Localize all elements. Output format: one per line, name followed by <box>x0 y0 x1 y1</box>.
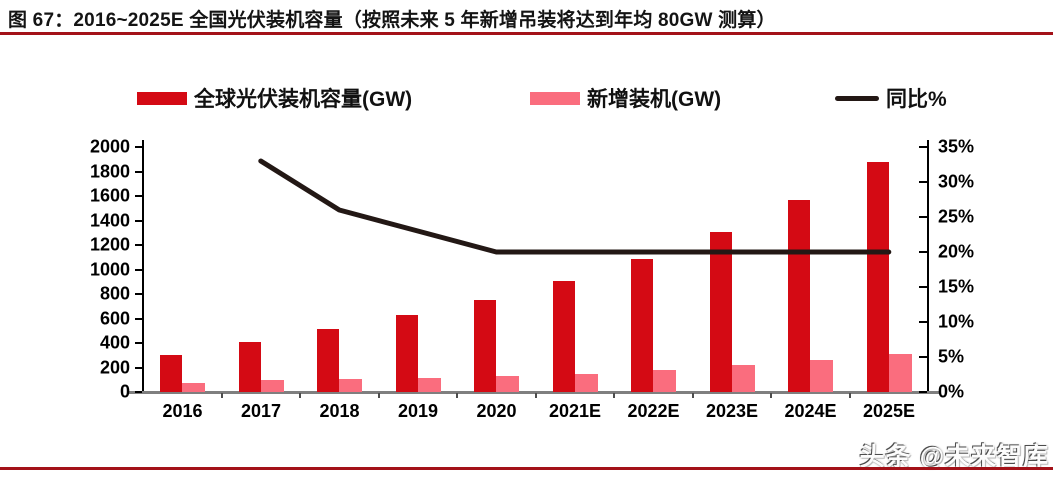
left-axis-tick <box>135 244 142 246</box>
left-axis-tick <box>135 391 142 393</box>
x-axis-label-2018: 2018 <box>319 401 360 421</box>
left-axis-tick <box>135 293 142 295</box>
x-axis-label-2020: 2020 <box>476 401 517 421</box>
x-axis-label-2022E: 2022E <box>627 401 680 421</box>
left-axis-tick <box>135 195 142 197</box>
bar-new-2019 <box>417 377 441 392</box>
bottom-rule <box>0 467 1053 470</box>
legend-label-cumulative: 全球光伏装机容量(GW) <box>194 88 413 111</box>
left-axis-tick-label: 1200 <box>89 234 130 255</box>
watermark: 头条 @未来智库 <box>859 443 1049 471</box>
x-axis-tick <box>299 393 301 398</box>
bar-new-2016 <box>182 382 205 392</box>
right-axis-tick-label: 0% <box>938 381 965 402</box>
bar-new-2018 <box>339 378 362 392</box>
x-axis-tick <box>220 393 223 398</box>
bar-cumulative-2025E <box>866 162 889 392</box>
bar-new-2021E <box>574 373 598 392</box>
left-axis-tick <box>135 366 142 369</box>
left-axis-tick <box>135 268 142 271</box>
right-axis-tick <box>919 146 927 148</box>
right-y-axis-line <box>927 140 929 393</box>
x-axis-tick <box>534 393 537 398</box>
left-axis-tick <box>135 219 142 222</box>
x-axis-label-2019: 2019 <box>397 401 439 421</box>
legend-label-new: 新增装机(GW) <box>587 88 722 111</box>
legend-item-yoy: 同比% <box>835 84 947 112</box>
bar-new-2022E <box>653 369 676 392</box>
yoy-line <box>258 158 892 255</box>
right-axis-tick-label: 35% <box>938 136 975 157</box>
legend-swatch-yoy-line <box>835 95 879 101</box>
bar-new-2025E <box>888 353 912 392</box>
left-axis-tick <box>135 342 142 344</box>
right-axis-tick <box>919 286 927 288</box>
x-axis-line <box>127 391 941 394</box>
bar-cumulative-2023E <box>709 232 732 392</box>
bar-cumulative-2019 <box>395 315 418 392</box>
bar-new-2024E <box>810 360 833 392</box>
left-axis-tick-label: 400 <box>99 332 130 353</box>
bar-cumulative-2024E <box>788 200 810 392</box>
legend-label-yoy: 同比% <box>886 88 947 111</box>
right-axis-tick-label: 5% <box>938 346 965 367</box>
x-axis-tick <box>691 393 694 398</box>
bar-cumulative-2021E <box>552 281 575 392</box>
left-y-axis-line <box>142 140 144 393</box>
plot-area <box>143 147 928 392</box>
left-axis-tick <box>135 146 142 148</box>
left-axis-tick-label: 1800 <box>89 161 130 181</box>
left-axis-tick-label: 800 <box>99 283 130 304</box>
x-axis-label-2017: 2017 <box>240 401 282 421</box>
left-axis-tick-label: 1400 <box>89 210 130 230</box>
bar-cumulative-2017 <box>238 342 261 392</box>
left-axis-tick-label: 0 <box>119 381 130 402</box>
title-underline <box>0 32 1053 35</box>
x-axis-tick <box>377 393 380 398</box>
legend-item-new: 新增装机(GW) <box>530 84 721 112</box>
bar-new-2020 <box>496 376 519 392</box>
right-axis-tick-label: 20% <box>938 241 975 262</box>
x-axis-tick <box>456 393 458 398</box>
left-axis-tick-label: 200 <box>99 357 130 377</box>
right-axis-tick <box>919 251 927 253</box>
right-axis-tick <box>919 391 927 393</box>
right-axis-tick-label: 25% <box>938 206 975 227</box>
right-axis-tick-label: 15% <box>938 276 975 297</box>
legend-item-cumulative: 全球光伏装机容量(GW) <box>137 84 412 112</box>
x-axis-tick <box>613 393 615 398</box>
left-axis-tick <box>135 317 142 320</box>
right-axis-tick <box>919 216 927 218</box>
right-axis-tick-label: 30% <box>938 171 975 192</box>
legend-swatch-cumulative <box>137 91 187 105</box>
yoy-line-chart <box>258 158 892 255</box>
x-axis-label-2023E: 2023E <box>705 401 759 421</box>
left-axis-tick-label: 600 <box>99 308 130 328</box>
bar-new-2017 <box>260 379 284 392</box>
right-axis-tick-label: 10% <box>938 311 975 332</box>
left-axis-tick-label: 1000 <box>89 259 130 279</box>
legend-swatch-new <box>530 91 580 105</box>
bar-new-2023E <box>731 365 755 392</box>
bar-cumulative-2018 <box>317 329 339 392</box>
right-axis-tick <box>919 181 927 183</box>
bar-cumulative-2016 <box>160 354 182 392</box>
bar-cumulative-2020 <box>474 299 496 392</box>
x-axis-label-2021E: 2021E <box>548 401 602 421</box>
x-axis-tick <box>770 393 772 398</box>
x-axis-tick <box>848 393 851 398</box>
left-axis-tick-label: 1600 <box>89 185 130 206</box>
figure-title: 图 67：2016~2025E 全国光伏装机容量（按照未来 5 年新增吊装将达到… <box>8 10 776 31</box>
x-axis-label-2025E: 2025E <box>862 401 916 421</box>
left-axis-tick <box>135 170 142 173</box>
x-axis-label-2016: 2016 <box>162 401 203 421</box>
right-axis-tick <box>919 356 927 358</box>
right-axis-tick <box>919 321 927 323</box>
bar-cumulative-2022E <box>631 259 653 392</box>
x-axis-label-2024E: 2024E <box>784 401 837 421</box>
left-axis-tick-label: 2000 <box>89 136 130 157</box>
